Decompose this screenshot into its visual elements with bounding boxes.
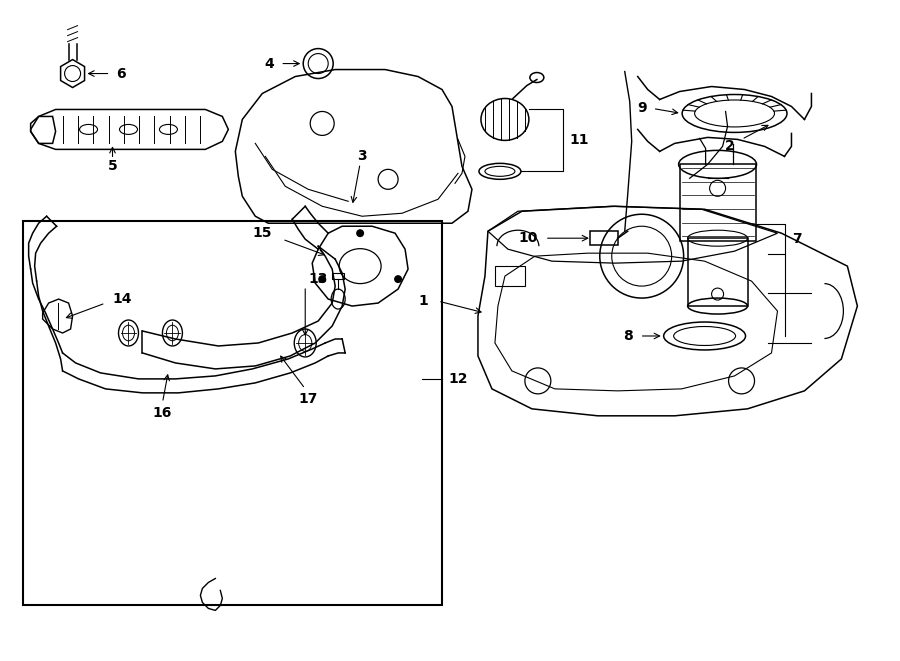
Text: 6: 6 [116,67,126,81]
Text: 17: 17 [299,392,318,406]
Text: 9: 9 [637,102,647,116]
Bar [680,165,755,241]
Text: 1: 1 [418,294,428,308]
Text: 12: 12 [448,372,467,386]
Bar [590,231,617,245]
Bar [495,266,525,286]
Text: 14: 14 [112,292,132,306]
Bar [688,238,748,306]
Bar [22,221,442,605]
Text: 16: 16 [153,406,172,420]
Text: 4: 4 [265,57,274,71]
Text: 5: 5 [108,159,117,173]
Text: 3: 3 [357,149,367,163]
Circle shape [394,275,402,283]
Text: 7: 7 [793,232,802,246]
Circle shape [319,275,326,283]
Text: 11: 11 [570,134,590,147]
Circle shape [356,229,365,237]
Text: 10: 10 [518,231,538,245]
Text: 8: 8 [623,329,633,343]
Text: 2: 2 [724,139,734,153]
Bar [332,273,344,279]
Text: 15: 15 [253,226,273,240]
Text: 13: 13 [308,272,328,286]
